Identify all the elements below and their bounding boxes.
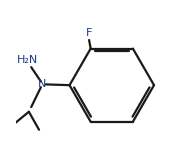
Text: H₂N: H₂N [17,55,38,65]
Text: N: N [38,79,46,89]
Text: F: F [86,28,92,38]
